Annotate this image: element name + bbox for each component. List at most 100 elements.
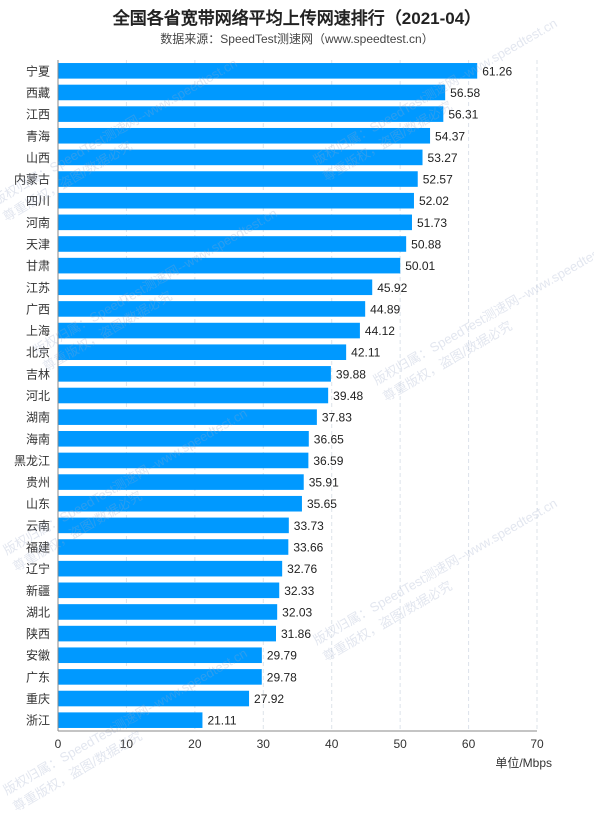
category-label: 贵州 <box>26 476 50 490</box>
category-label: 北京 <box>26 346 50 360</box>
value-label: 44.12 <box>365 324 395 338</box>
bar <box>58 690 250 707</box>
bar <box>58 149 423 166</box>
category-label: 四川 <box>26 194 50 208</box>
category-label: 江苏 <box>26 281 50 295</box>
value-label: 32.03 <box>282 605 312 619</box>
category-label: 辽宁 <box>26 561 50 576</box>
category-label: 江西 <box>26 108 50 122</box>
bar <box>58 669 262 685</box>
bar <box>58 452 309 469</box>
value-label: 29.78 <box>267 670 297 684</box>
category-label: 宁夏 <box>26 63 50 78</box>
value-label: 32.33 <box>284 584 314 598</box>
category-label: 甘肃 <box>26 259 50 273</box>
value-label: 44.89 <box>370 302 400 316</box>
value-label: 33.73 <box>294 519 324 533</box>
category-label: 青海 <box>26 128 50 143</box>
category-label: 河南 <box>26 215 50 230</box>
value-label: 35.65 <box>307 497 337 511</box>
chart-title: 全国各省宽带网络平均上传网速排行（2021-04） <box>112 9 482 28</box>
bar <box>58 474 304 490</box>
value-label: 53.27 <box>428 151 458 165</box>
category-label: 上海 <box>26 323 50 338</box>
category-label: 陕西 <box>26 626 50 641</box>
category-label: 西藏 <box>26 86 50 100</box>
value-label: 56.31 <box>448 108 478 122</box>
x-tick-label: 40 <box>325 737 339 751</box>
value-label: 31.86 <box>281 627 311 641</box>
bar <box>58 495 302 512</box>
value-label: 33.66 <box>293 541 323 555</box>
category-label: 内蒙古 <box>14 172 50 187</box>
value-label: 50.88 <box>411 237 441 251</box>
bar <box>58 214 412 231</box>
bar <box>58 192 414 209</box>
value-label: 51.73 <box>417 216 447 230</box>
bar <box>58 366 331 382</box>
category-label: 云南 <box>26 518 50 533</box>
value-label: 52.57 <box>423 173 453 187</box>
bar <box>58 517 289 534</box>
bar <box>58 84 446 101</box>
x-tick-label: 60 <box>462 737 476 751</box>
x-tick-label: 0 <box>55 737 62 751</box>
x-tick-label: 50 <box>393 737 407 751</box>
bar <box>58 387 329 404</box>
category-label: 河北 <box>26 389 50 403</box>
value-label: 39.48 <box>333 389 363 403</box>
value-label: 45.92 <box>377 281 407 295</box>
category-label: 福建 <box>26 540 50 555</box>
x-tick-label: 10 <box>120 737 134 751</box>
category-label: 浙江 <box>26 714 50 728</box>
bar <box>58 236 407 252</box>
bar <box>58 171 418 187</box>
value-label: 36.59 <box>313 454 343 468</box>
x-tick-label: 30 <box>257 737 271 751</box>
bar <box>58 344 347 361</box>
value-label: 50.01 <box>405 259 435 273</box>
x-tick-label: 70 <box>530 737 544 751</box>
category-label: 天津 <box>26 237 50 251</box>
bar <box>58 279 373 296</box>
category-label: 吉林 <box>26 367 50 381</box>
bar <box>58 560 283 577</box>
value-label: 61.26 <box>482 64 512 78</box>
bar <box>58 582 280 599</box>
bar <box>58 430 309 447</box>
bar <box>58 647 262 664</box>
value-label: 36.65 <box>314 432 344 446</box>
category-label: 广西 <box>26 302 50 316</box>
bar <box>58 712 203 728</box>
bar <box>58 322 360 339</box>
value-label: 21.11 <box>207 714 236 728</box>
bar <box>58 301 366 317</box>
category-label: 湖南 <box>26 410 50 425</box>
unit-label: 单位/Mbps <box>495 755 552 770</box>
value-label: 37.83 <box>322 411 352 425</box>
x-tick-label: 20 <box>188 737 202 751</box>
bar <box>58 409 317 425</box>
category-label: 重庆 <box>26 692 50 706</box>
category-label: 山东 <box>26 497 50 511</box>
value-label: 27.92 <box>254 692 284 706</box>
category-label: 黑龙江 <box>14 454 50 468</box>
value-label: 54.37 <box>435 129 465 143</box>
value-label: 42.11 <box>351 346 380 360</box>
category-label: 海南 <box>26 431 50 446</box>
bar <box>58 257 401 274</box>
value-label: 52.02 <box>419 194 449 208</box>
category-label: 广东 <box>26 670 50 684</box>
category-label: 湖北 <box>26 604 50 619</box>
bar <box>58 63 478 79</box>
value-label: 39.88 <box>336 367 366 381</box>
category-label: 新疆 <box>26 583 50 598</box>
value-label: 29.79 <box>267 649 297 663</box>
bar <box>58 106 444 122</box>
category-label: 安徽 <box>26 648 50 663</box>
value-label: 35.91 <box>309 476 339 490</box>
bar <box>58 625 277 642</box>
value-label: 56.58 <box>450 86 480 100</box>
category-label: 山西 <box>26 151 50 165</box>
